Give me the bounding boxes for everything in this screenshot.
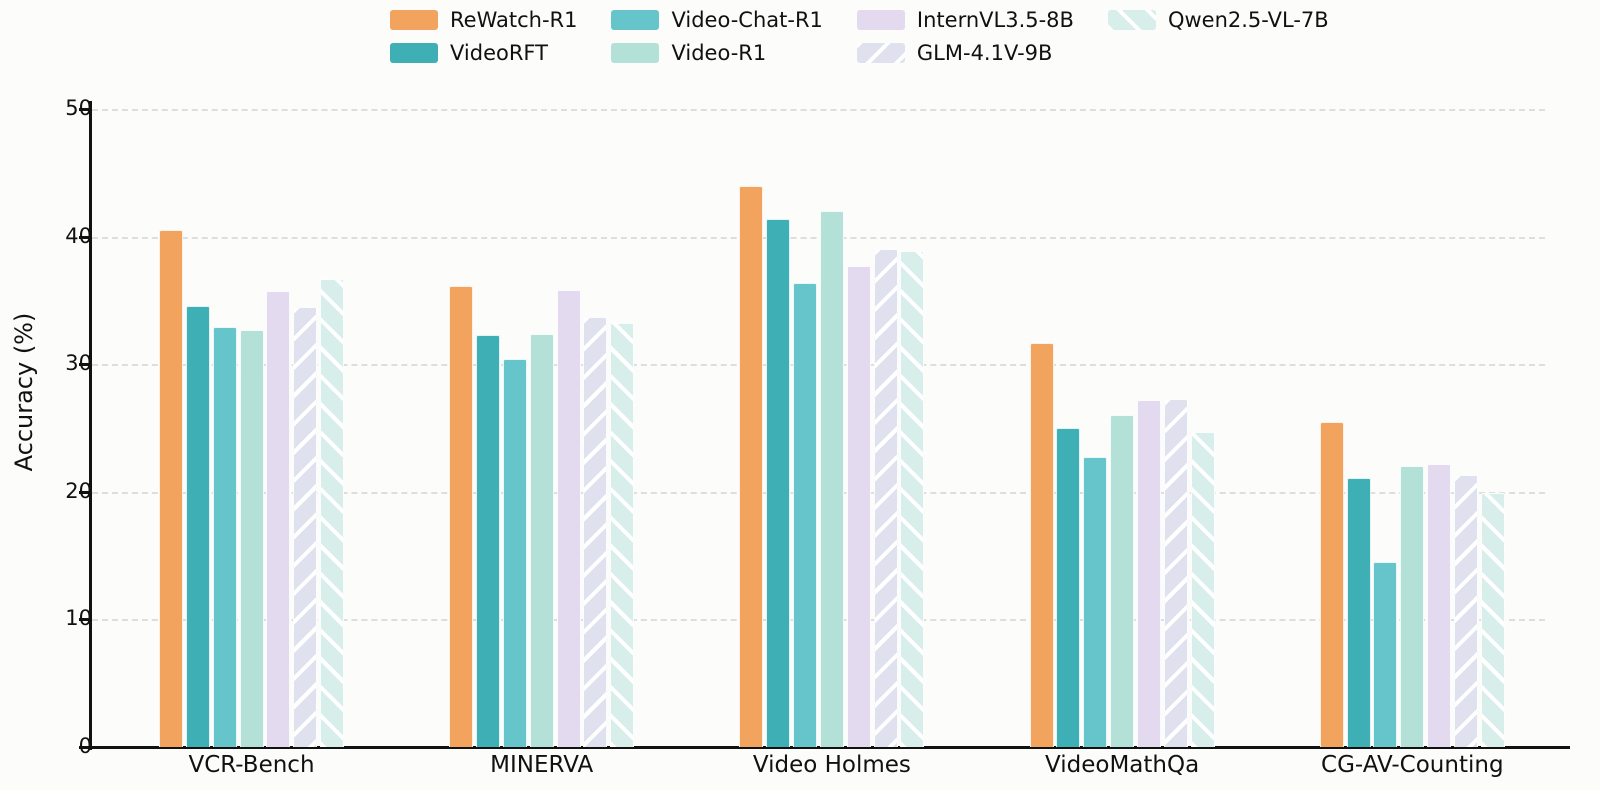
bar-Video-R1-Video Holmes	[819, 211, 844, 747]
bar-Qwen2.5-VL-7B-CG-AV-Counting	[1480, 493, 1505, 747]
legend-item-Video-Chat-R1: Video-Chat-R1	[611, 8, 823, 32]
bar-Video-R1-CG-AV-Counting	[1400, 466, 1425, 747]
gridline-20	[92, 491, 1545, 494]
bar-Video-R1-VCR-Bench	[239, 329, 264, 747]
legend-swatch-GLM-4.1V-9B	[856, 43, 905, 63]
y-tick-label-40: 40	[65, 223, 92, 248]
legend-label-Video-R1: Video-R1	[671, 41, 767, 65]
bar-ReWatch-R1-Video Holmes	[739, 185, 764, 747]
bar-ReWatch-R1-MINERVA	[449, 286, 474, 747]
bar-InternVL3.5-8B-MINERVA	[556, 290, 581, 747]
bar-ReWatch-R1-CG-AV-Counting	[1319, 421, 1344, 747]
legend-swatch-Video-R1	[611, 43, 660, 63]
bar-Video-R1-VideoMathQa	[1110, 415, 1135, 747]
bar-Video-Chat-R1-VCR-Bench	[212, 327, 237, 747]
legend-column-1: ReWatch-R1 VideoRFT	[390, 8, 577, 65]
legend-column-2: Video-Chat-R1 Video-R1	[611, 8, 823, 65]
bar-InternVL3.5-8B-VCR-Bench	[266, 291, 291, 747]
bar-InternVL3.5-8B-VideoMathQa	[1136, 399, 1161, 747]
bar-Video-Chat-R1-MINERVA	[502, 359, 527, 747]
x-category-label-CG-AV-Counting: CG-AV-Counting	[1321, 752, 1504, 778]
legend-label-Video-Chat-R1: Video-Chat-R1	[671, 8, 823, 32]
legend-swatch-ReWatch-R1	[390, 10, 438, 30]
bar-InternVL3.5-8B-CG-AV-Counting	[1427, 463, 1452, 747]
y-tick-label-50: 50	[65, 96, 92, 120]
gridline-50	[92, 109, 1545, 111]
x-category-label-Video Holmes: Video Holmes	[752, 752, 911, 778]
bar-VideoRFT-Video Holmes	[766, 218, 791, 747]
bar-GLM-4.1V-9B-CG-AV-Counting	[1454, 475, 1478, 747]
legend-label-Qwen2.5-VL-7B: Qwen2.5-VL-7B	[1167, 8, 1329, 32]
legend-item-ReWatch-R1: ReWatch-R1	[390, 8, 577, 32]
legend-label-ReWatch-R1: ReWatch-R1	[450, 8, 578, 32]
bar-ReWatch-R1-VCR-Bench	[158, 230, 183, 747]
legend-item-VideoRFT: VideoRFT	[390, 41, 577, 65]
legend-item-Qwen2.5-VL-7B: Qwen2.5-VL-7B	[1107, 8, 1329, 32]
legend-swatch-VideoRFT	[390, 43, 438, 63]
legend-label-VideoRFT: VideoRFT	[450, 41, 548, 65]
bar-Video-Chat-R1-Video Holmes	[793, 282, 818, 747]
legend-column-3: InternVL3.5-8B GLM-4.1V-9B	[856, 8, 1074, 65]
gridline-40	[92, 236, 1545, 239]
legend-label-InternVL3.5-8B: InternVL3.5-8B	[916, 8, 1074, 32]
bar-VideoRFT-VideoMathQa	[1056, 428, 1081, 747]
legend-column-4: Qwen2.5-VL-7B	[1107, 8, 1329, 32]
bar-GLM-4.1V-9B-VCR-Bench	[293, 306, 318, 747]
chart-legend: ReWatch-R1 VideoRFT Video-Chat-R1 Video-R1 I…	[390, 8, 1329, 65]
legend-swatch-Video-Chat-R1	[611, 10, 660, 30]
x-category-label-VCR-Bench: VCR-Bench	[188, 752, 315, 778]
bar-GLM-4.1V-9B-MINERVA	[583, 316, 608, 747]
y-tick-label-0: 0	[78, 734, 92, 758]
bar-InternVL3.5-8B-Video Holmes	[846, 265, 871, 747]
x-axis-spine	[88, 746, 1570, 749]
y-tick-label-30: 30	[65, 351, 92, 376]
bar-GLM-4.1V-9B-Video Holmes	[873, 249, 898, 747]
legend-swatch-InternVL3.5-8B	[856, 10, 905, 30]
y-axis-spine	[89, 101, 92, 750]
bar-GLM-4.1V-9B-VideoMathQa	[1163, 398, 1188, 747]
bar-Qwen2.5-VL-7B-Video Holmes	[900, 250, 925, 747]
gridline-10	[92, 619, 1545, 622]
bar-Video-Chat-R1-CG-AV-Counting	[1373, 561, 1398, 747]
y-tick-label-20: 20	[65, 478, 92, 503]
legend-item-Video-R1: Video-R1	[611, 41, 822, 65]
bar-Qwen2.5-VL-7B-VideoMathQa	[1190, 431, 1215, 747]
bar-VideoRFT-VCR-Bench	[185, 305, 210, 747]
x-category-label-MINERVA: MINERVA	[490, 752, 594, 778]
legend-label-GLM-4.1V-9B: GLM-4.1V-9B	[916, 41, 1053, 65]
y-tick-mark-50	[79, 108, 89, 111]
y-tick-mark-30	[79, 363, 89, 367]
y-tick-mark-0	[79, 746, 89, 749]
x-category-label-VideoMathQa: VideoMathQa	[1045, 752, 1200, 778]
gridline-30	[92, 364, 1545, 367]
legend-swatch-Qwen2.5-VL-7B	[1107, 10, 1156, 30]
bar-VideoRFT-MINERVA	[476, 334, 500, 747]
bar-Qwen2.5-VL-7B-MINERVA	[610, 323, 635, 747]
legend-item-InternVL3.5-8B: InternVL3.5-8B	[856, 8, 1074, 32]
y-tick-mark-40	[79, 235, 89, 239]
legend-item-GLM-4.1V-9B: GLM-4.1V-9B	[856, 41, 1074, 65]
y-tick-label-10: 10	[65, 606, 92, 631]
bar-Video-R1-MINERVA	[529, 333, 554, 747]
y-tick-mark-20	[79, 490, 89, 494]
bar-Video-Chat-R1-VideoMathQa	[1083, 457, 1108, 747]
y-tick-mark-10	[79, 618, 89, 622]
bar-ReWatch-R1-VideoMathQa	[1029, 342, 1054, 747]
bar-VideoRFT-CG-AV-Counting	[1346, 477, 1371, 747]
bar-Qwen2.5-VL-7B-VCR-Bench	[320, 278, 345, 747]
